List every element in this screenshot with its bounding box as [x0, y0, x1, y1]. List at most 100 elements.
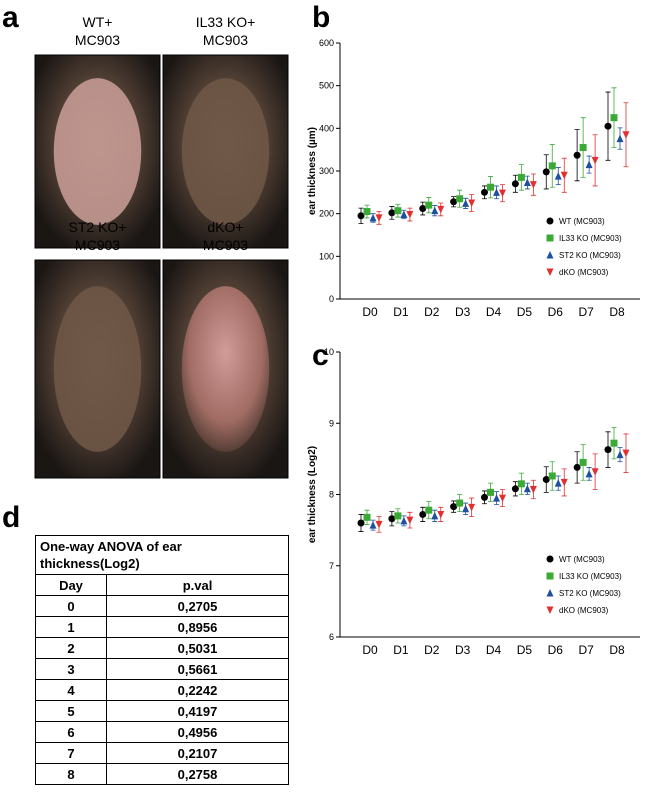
marker [610, 114, 618, 122]
ear [53, 78, 142, 225]
panel-label: c [312, 339, 329, 372]
marker [419, 205, 427, 213]
y-tick-label: 9 [329, 418, 334, 428]
marker [529, 181, 537, 189]
photo-caption: ST2 KO+ [69, 219, 127, 235]
y-tick-label: 8 [329, 490, 334, 500]
marker [579, 458, 587, 466]
panel-label: b [312, 1, 330, 34]
table-cell: 7 [35, 742, 107, 764]
anova-table: One-way ANOVA of ear thickness(Log2) Day… [35, 535, 289, 785]
x-tick-label: D4 [486, 305, 502, 319]
table-cell: 3 [35, 658, 107, 680]
table-row: 1 0,8956 [35, 616, 289, 638]
y-axis-label: ear thickness (Log2) [307, 446, 318, 543]
photo-caption: MC903 [75, 32, 120, 48]
marker [554, 172, 562, 180]
marker [456, 195, 464, 203]
photo-caption: WT+ [83, 14, 113, 30]
y-tick-label: 500 [319, 81, 334, 91]
table-row: 3 0,5661 [35, 658, 289, 680]
table-row: 5 0,4197 [35, 700, 289, 722]
marker [468, 503, 476, 512]
ear [181, 286, 270, 452]
x-tick-label: D0 [362, 305, 378, 319]
table-cell: 0 [35, 595, 107, 617]
y-tick-label: 7 [329, 561, 334, 571]
marker [363, 513, 371, 521]
table-cell: 8 [35, 763, 107, 785]
table-row: 4 0,2242 [35, 679, 289, 701]
marker [511, 180, 519, 188]
marker [394, 512, 402, 520]
legend-marker [546, 268, 554, 276]
x-tick-label: D6 [548, 305, 564, 319]
panel-label: d [2, 501, 20, 534]
marker [375, 520, 383, 529]
y-axis-label: ear thickness (µm) [307, 127, 318, 215]
marker [388, 515, 396, 523]
marker [468, 199, 476, 207]
marker [573, 151, 581, 159]
marker [517, 480, 525, 488]
legend-label: WT (MC903) [559, 555, 605, 564]
x-tick-label: D1 [393, 643, 409, 657]
marker [431, 206, 439, 215]
x-tick-label: D2 [424, 643, 440, 657]
legend-label: IL33 KO (MC903) [559, 234, 622, 243]
table-row: 7 0,2107 [35, 742, 289, 764]
x-tick-label: D3 [455, 305, 471, 319]
marker [400, 210, 408, 219]
legend-label: dKO (MC903) [559, 268, 609, 277]
table-cell: 0,2242 [106, 679, 289, 701]
table-header: p.val [106, 574, 289, 596]
photo-caption: MC903 [75, 237, 120, 253]
marker [369, 213, 377, 222]
legend-marker [546, 572, 554, 580]
photo-caption: dKO+ [207, 219, 243, 235]
table-header: Day [35, 574, 107, 596]
legend-label: WT (MC903) [559, 217, 605, 226]
y-tick-label: 300 [319, 166, 334, 176]
y-tick-label: 200 [319, 209, 334, 219]
y-tick-label: 10 [324, 347, 334, 357]
table-cell: 1 [35, 616, 107, 638]
marker [585, 469, 593, 478]
marker [437, 510, 445, 519]
marker [523, 178, 531, 187]
legend-marker [546, 555, 554, 563]
marker [573, 463, 581, 471]
marker [357, 519, 365, 527]
x-tick-label: D7 [578, 305, 594, 319]
photo-grid: WT+ MC903 IL33 KO+ MC903 ST2 KO+ MC903 dKO+ MC9… [34, 14, 289, 479]
marker [560, 478, 568, 487]
marker [542, 476, 550, 484]
marker [523, 484, 531, 493]
marker [554, 479, 562, 487]
x-tick-label: D0 [362, 643, 378, 657]
table-cell: 5 [35, 700, 107, 722]
marker [616, 134, 624, 143]
marker [560, 171, 568, 180]
table-cell: 4 [35, 679, 107, 701]
legend-marker [546, 589, 554, 597]
legend-label: ST2 KO (MC903) [559, 589, 621, 598]
table-cell: 0,5031 [106, 637, 289, 659]
table-cell: 0,2107 [106, 742, 289, 764]
marker [604, 122, 612, 130]
marker [437, 205, 445, 214]
marker [481, 493, 488, 501]
marker [388, 209, 396, 217]
legend-label: IL33 KO (MC903) [559, 572, 622, 581]
marker [419, 510, 427, 518]
marker [604, 446, 612, 454]
marker [493, 188, 500, 196]
marker [400, 516, 408, 525]
marker [511, 485, 519, 493]
table-cell: 0,5661 [106, 658, 289, 680]
y-tick-label: 100 [319, 251, 334, 261]
table-cell: 0,2758 [106, 763, 289, 785]
marker [487, 488, 494, 496]
